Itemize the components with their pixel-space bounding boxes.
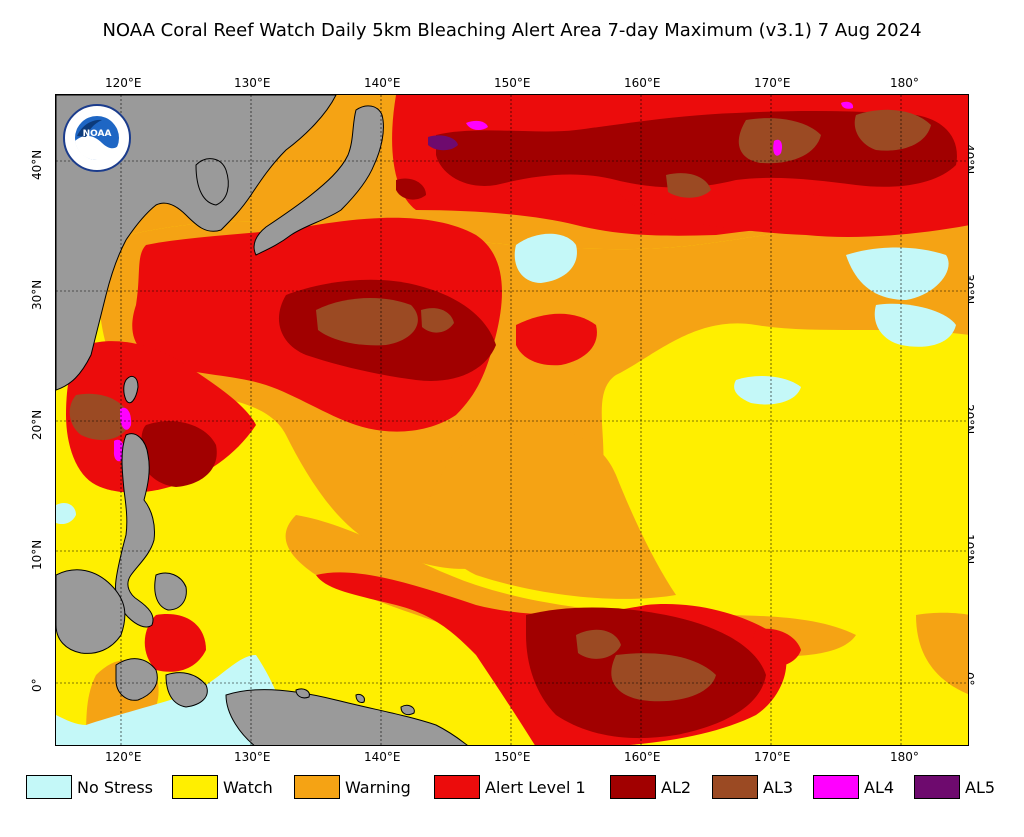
legend-label: AL5 bbox=[965, 777, 996, 797]
lon-tick-bottom: 140°E bbox=[364, 750, 401, 764]
map-title: NOAA Coral Reef Watch Daily 5km Bleachin… bbox=[102, 20, 922, 41]
legend-item-warning: Warning bbox=[294, 774, 411, 800]
gridlines bbox=[56, 95, 968, 745]
lon-tick-bottom: 170°E bbox=[754, 750, 791, 764]
legend-swatch bbox=[294, 775, 340, 799]
legend-item-al2: AL2 bbox=[610, 774, 691, 800]
lon-tick-top: 140°E bbox=[364, 76, 401, 90]
land-masses bbox=[56, 95, 468, 745]
lat-tick-left: 10°N bbox=[30, 539, 44, 570]
legend-swatch bbox=[712, 775, 758, 799]
legend-item-alert-level-1: Alert Level 1 bbox=[434, 774, 586, 800]
legend-label: Watch bbox=[223, 777, 273, 797]
legend-item-watch: Watch bbox=[172, 774, 273, 800]
lon-tick-bottom: 160°E bbox=[624, 750, 661, 764]
legend-item-al3: AL3 bbox=[712, 774, 793, 800]
lat-tick-left: 20°N bbox=[30, 409, 44, 440]
al4-regions bbox=[113, 101, 854, 462]
lat-tick-left: 40°N bbox=[30, 149, 44, 180]
lon-tick-top: 180° bbox=[890, 76, 919, 90]
legend-label: Warning bbox=[345, 777, 411, 797]
legend-label: Alert Level 1 bbox=[485, 777, 586, 797]
lon-tick-top: 160°E bbox=[624, 76, 661, 90]
al5-regions bbox=[428, 135, 458, 151]
lon-tick-bottom: 120°E bbox=[105, 750, 142, 764]
al3-regions bbox=[69, 109, 931, 702]
legend-swatch bbox=[434, 775, 480, 799]
legend-swatch bbox=[172, 775, 218, 799]
legend-swatch bbox=[610, 775, 656, 799]
legend-label: AL3 bbox=[763, 777, 794, 797]
legend-swatch bbox=[26, 775, 72, 799]
legend-label: AL4 bbox=[864, 777, 895, 797]
lon-tick-top: 150°E bbox=[494, 76, 531, 90]
legend-item-al5: AL5 bbox=[914, 774, 995, 800]
logo-text: NOAA bbox=[83, 129, 112, 139]
legend-item-no-stress: No Stress bbox=[26, 774, 153, 800]
lon-tick-top: 130°E bbox=[234, 76, 271, 90]
lon-tick-bottom: 130°E bbox=[234, 750, 271, 764]
legend: No Stress Watch Warning Alert Level 1 AL… bbox=[26, 774, 1006, 800]
lon-tick-bottom: 150°E bbox=[494, 750, 531, 764]
lat-tick-left: 0° bbox=[30, 678, 44, 692]
lat-tick-left: 30°N bbox=[30, 279, 44, 310]
legend-swatch bbox=[914, 775, 960, 799]
legend-swatch bbox=[813, 775, 859, 799]
bleaching-alert-map[interactable]: NOAA bbox=[55, 94, 969, 746]
legend-label: AL2 bbox=[661, 777, 692, 797]
lon-tick-top: 120°E bbox=[105, 76, 142, 90]
lon-tick-top: 170°E bbox=[754, 76, 791, 90]
legend-item-al4: AL4 bbox=[813, 774, 894, 800]
legend-label: No Stress bbox=[77, 777, 154, 797]
noaa-logo: NOAA bbox=[63, 104, 131, 172]
lon-tick-bottom: 180° bbox=[890, 750, 919, 764]
